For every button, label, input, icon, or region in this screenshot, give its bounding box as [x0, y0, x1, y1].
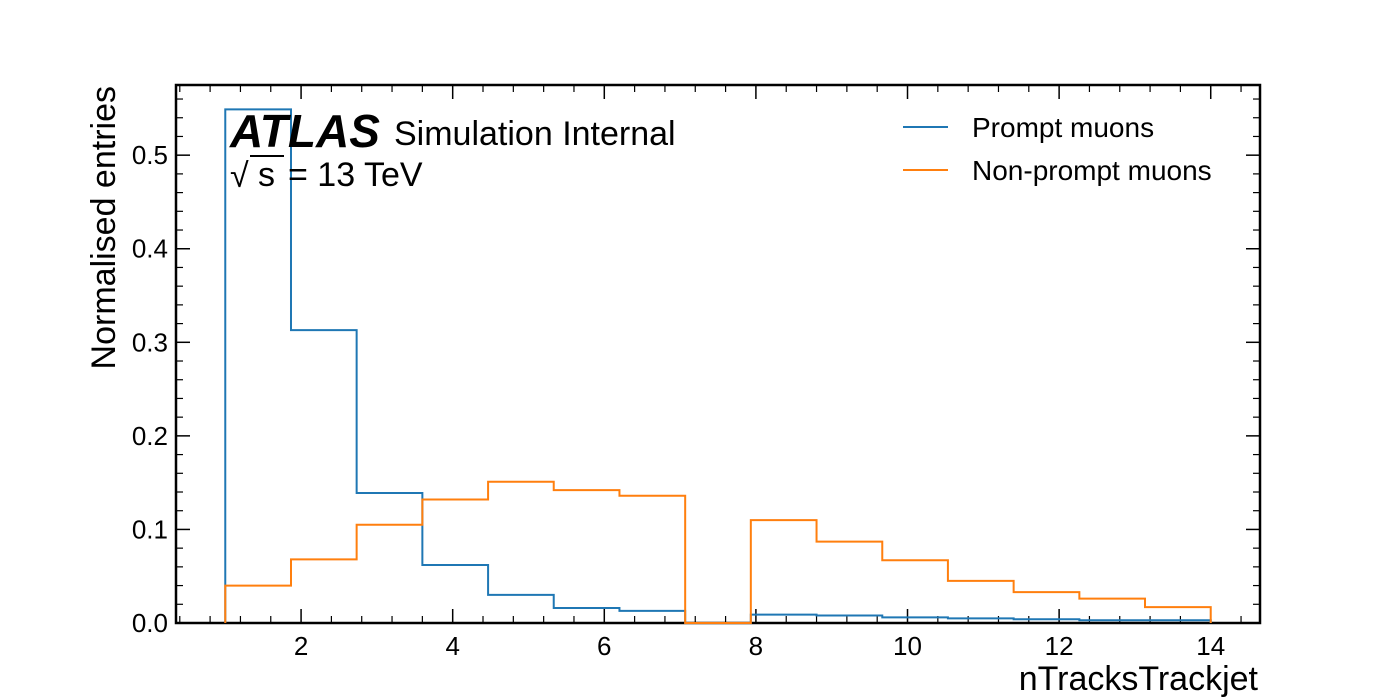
- y-tick-label: 0.5: [132, 140, 168, 170]
- series-layer: [224, 108, 1212, 624]
- x-axis-title: nTracksTrackjet: [1019, 660, 1259, 698]
- x-tick-label: 2: [294, 631, 308, 661]
- y-tick-label: 0.1: [132, 514, 168, 544]
- energy-label: √ s = 13 TeV: [230, 155, 423, 195]
- minor-ticks: [176, 85, 1260, 623]
- energy-variable: s: [258, 156, 275, 194]
- y-tick-label: 0.0: [132, 608, 168, 638]
- atlas-label: ATLAS Simulation Internal: [229, 105, 676, 157]
- tick-labels: 2 4 6 8 10 12 14 0.0 0.1 0.2 0.3 0.4 0.5: [132, 140, 1225, 661]
- y-tick-label: 0.4: [132, 234, 168, 264]
- sqrt-symbol: √: [230, 157, 249, 195]
- energy-value: = 13 TeV: [288, 156, 423, 194]
- legend-label: Non-prompt muons: [972, 155, 1212, 186]
- x-tick-label: 6: [597, 631, 611, 661]
- x-tick-label: 4: [445, 631, 459, 661]
- x-tick-label: 8: [749, 631, 763, 661]
- atlas-status-label: Simulation Internal: [394, 115, 676, 153]
- x-tick-label: 10: [893, 631, 922, 661]
- y-tick-label: 0.2: [132, 421, 168, 451]
- atlas-experiment-label: ATLAS: [229, 105, 380, 157]
- legend: Prompt muons Non-prompt muons: [903, 112, 1212, 186]
- major-ticks: [176, 85, 1260, 624]
- series-non-prompt-muons-step: [224, 480, 1212, 624]
- x-tick-label: 12: [1045, 631, 1074, 661]
- y-axis-title: Normalised entries: [85, 86, 123, 369]
- legend-label: Prompt muons: [972, 112, 1154, 143]
- x-tick-label: 14: [1196, 631, 1225, 661]
- y-tick-label: 0.3: [132, 327, 168, 357]
